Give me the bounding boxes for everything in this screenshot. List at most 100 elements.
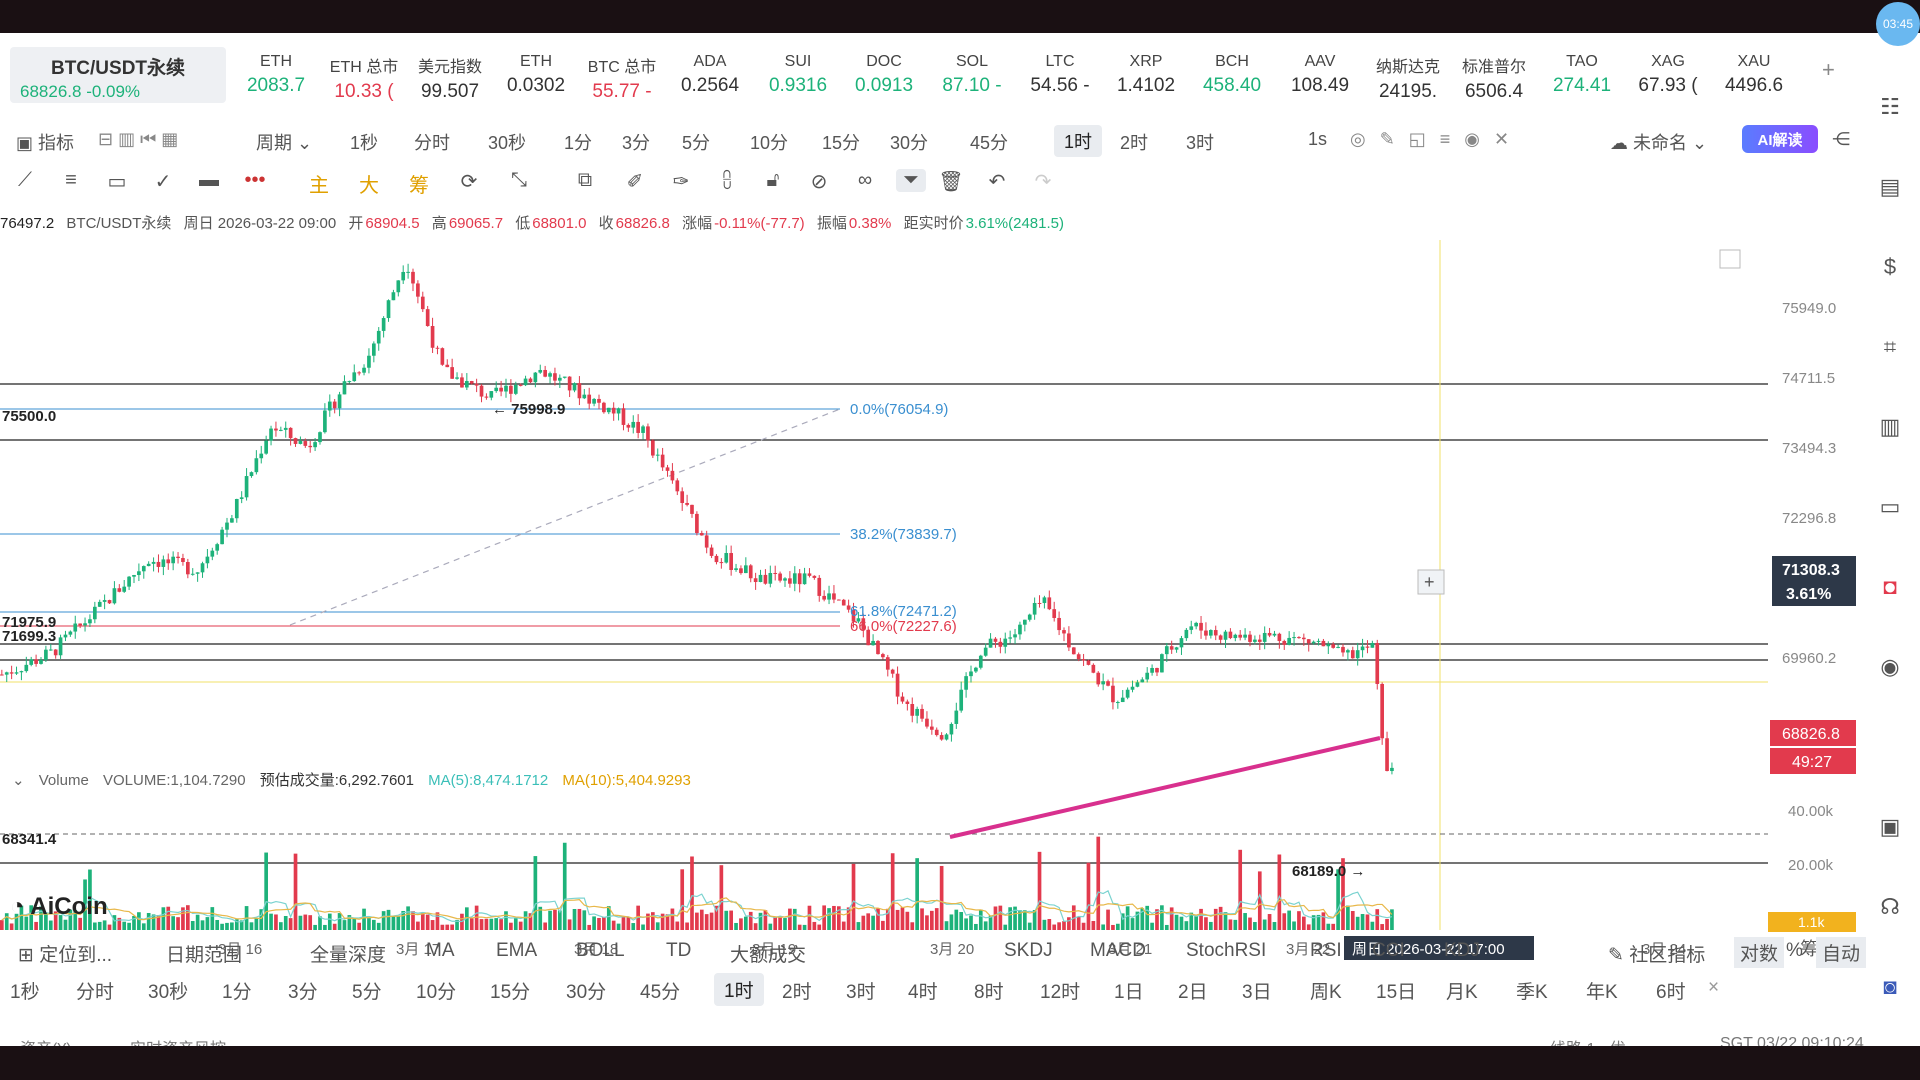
measure-icon[interactable]: ⤡ (511, 169, 527, 191)
share-icon[interactable]: ⋲ (1832, 129, 1850, 149)
copy-icon[interactable]: ⧉ (577, 169, 593, 191)
period-row-18[interactable]: 3日 (1242, 982, 1272, 1003)
period-9[interactable]: 45分 (970, 133, 1009, 153)
percent-scale-toggle[interactable]: % (1786, 940, 1803, 961)
period-row-21[interactable]: 月K (1446, 982, 1478, 1003)
ticker-2[interactable]: 美元指数 99.507 (408, 53, 492, 103)
oscillator-3[interactable]: RSI (1310, 940, 1342, 961)
period-4[interactable]: 3分 (622, 133, 651, 153)
period-12[interactable]: 3时 (1186, 133, 1215, 153)
overlay-indicator-4[interactable]: TD (666, 940, 692, 961)
ticker-14[interactable]: 标准普尔 6506.4 (1452, 53, 1536, 103)
volume-collapse-icon[interactable]: ⌄ (12, 772, 25, 789)
main-overlay-button[interactable]: 主 (309, 175, 329, 197)
assistant-icon[interactable]: ◙ (1883, 974, 1897, 999)
add-ticker-icon[interactable]: + (1822, 57, 1835, 82)
chip-button[interactable]: 筹 (409, 175, 429, 197)
auto-scale-toggle[interactable]: 自动 (1816, 937, 1867, 968)
eraser-icon[interactable]: ✑ (672, 171, 690, 193)
period-row-8[interactable]: 30分 (566, 982, 607, 1003)
redo-icon[interactable]: ↷ (1034, 171, 1052, 193)
close-period-icon[interactable]: × (1708, 977, 1720, 998)
ticker-17[interactable]: XAU 4496.6 (1712, 53, 1796, 97)
period-row-11[interactable]: 2时 (782, 982, 812, 1003)
period-row-2[interactable]: 30秒 (148, 982, 189, 1003)
period-row-6[interactable]: 10分 (416, 982, 457, 1003)
indicator-button[interactable]: ▣ 指标 (16, 133, 75, 153)
ticker-4[interactable]: BTC 总市 55.77 - (580, 53, 664, 103)
big-order-button[interactable]: 大 (359, 175, 379, 197)
ticker-6[interactable]: SUI 0.9316 (756, 53, 840, 97)
period-row-19[interactable]: 周K (1310, 982, 1342, 1003)
ticker-3[interactable]: ETH 0.0302 (494, 53, 578, 97)
ticker-15[interactable]: TAO 274.41 (1540, 53, 1624, 97)
period-7[interactable]: 15分 (822, 133, 861, 153)
period-8[interactable]: 30分 (890, 133, 929, 153)
period-row-23[interactable]: 年K (1586, 982, 1618, 1003)
period-dropdown[interactable]: 周期 ⌄ (256, 133, 313, 153)
dots-tool-icon[interactable]: ••• (244, 169, 266, 191)
locate-button[interactable]: ⊞ 定位到... (18, 945, 113, 966)
period-row-20[interactable]: 15日 (1376, 982, 1417, 1003)
layout-name-dropdown[interactable]: ☁ 未命名 ⌄ (1610, 133, 1708, 153)
period-row-9[interactable]: 45分 (640, 982, 681, 1003)
overlay-indicator-0[interactable]: 全量深度 (310, 945, 387, 966)
bot-icon[interactable]: ◘ (1883, 574, 1897, 599)
filter-icon[interactable]: ⏷ (896, 169, 926, 192)
date-range-button[interactable]: 日期范围 (166, 945, 243, 966)
oscillator-5[interactable]: KDJ (1444, 940, 1480, 961)
depth-icon[interactable]: ⌗ (1883, 334, 1897, 359)
chart-tool-icons[interactable]: ◎✎◱≡◉✕ (1350, 129, 1524, 149)
period-row-10[interactable]: 1时 (714, 973, 764, 1006)
period-row-0[interactable]: 1秒 (10, 982, 40, 1003)
stats-icon[interactable]: ▥ (1879, 414, 1901, 439)
period-row-24[interactable]: 6时 (1656, 982, 1686, 1003)
hide-icon[interactable]: ⊘ (810, 171, 828, 193)
hlines-tool-icon[interactable]: ≡ (65, 169, 77, 191)
ticker-12[interactable]: AAV 108.49 (1278, 53, 1362, 97)
period-row-14[interactable]: 8时 (974, 982, 1004, 1003)
period-row-3[interactable]: 1分 (222, 982, 252, 1003)
period-row-7[interactable]: 15分 (490, 982, 531, 1003)
signal-icon[interactable]: ◉ (1880, 654, 1900, 679)
magnet-icon[interactable]: ⩉ (722, 169, 732, 191)
ticker-0[interactable]: ETH 2083.7 (234, 53, 318, 97)
ticker-5[interactable]: ADA 0.2564 (668, 53, 752, 97)
undo-icon[interactable]: ↶ (988, 171, 1006, 193)
ticker-8[interactable]: SOL 87.10 - (930, 53, 1014, 97)
ray-tool-icon[interactable]: ▬ (199, 169, 219, 191)
period-row-1[interactable]: 分时 (76, 982, 115, 1003)
layout-icons[interactable]: ⊟ ▥ ⏮ ▦ (98, 129, 179, 149)
one-second-button[interactable]: 1s (1308, 129, 1328, 149)
log-scale-toggle[interactable]: 对数 (1734, 937, 1785, 968)
oscillator-0[interactable]: SKDJ (1004, 940, 1053, 961)
ticker-13[interactable]: 纳斯达克 24195. (1366, 53, 1450, 103)
etf-icon[interactable]: ▭ (1879, 494, 1901, 519)
rect-tool-icon[interactable]: ▭ (107, 171, 127, 193)
trash-icon[interactable]: 🗑︎ (938, 171, 964, 193)
ticker-11[interactable]: BCH 458.40 (1190, 53, 1274, 97)
overlay-indicator-3[interactable]: BOLL (576, 940, 625, 961)
period-5[interactable]: 5分 (682, 133, 711, 153)
lock-icon[interactable]: 🔓︎ (766, 169, 780, 191)
period-row-12[interactable]: 3时 (846, 982, 876, 1003)
period-10[interactable]: 1时 (1054, 125, 1103, 157)
orderbook-icon[interactable]: ▤ (1879, 174, 1901, 199)
price-chart[interactable]: 0.0%(76054.9) 38.2%(73839.7) 61.8%(72471… (0, 170, 1860, 960)
period-row-13[interactable]: 4时 (908, 982, 938, 1003)
oscillator-4[interactable]: CCI (1372, 940, 1405, 961)
period-row-5[interactable]: 5分 (352, 982, 382, 1003)
oscillator-1[interactable]: MACD (1090, 940, 1146, 961)
ticker-9[interactable]: LTC 54.56 - (1018, 53, 1102, 97)
community-indicators[interactable]: ✎ 社区指标 (1608, 945, 1706, 966)
ticker-16[interactable]: XAG 67.93 ( (1626, 53, 1710, 97)
ruler-icon[interactable]: ✐ (626, 171, 644, 193)
ai-interpret-button[interactable]: AI解读 (1742, 125, 1818, 153)
period-0[interactable]: 1秒 (350, 133, 379, 153)
period-row-17[interactable]: 2日 (1178, 982, 1208, 1003)
brush-tool-icon[interactable]: ✓ (154, 171, 172, 193)
ticker-1[interactable]: ETH 总市 10.33 ( (322, 53, 406, 103)
period-row-22[interactable]: 季K (1516, 982, 1548, 1003)
ticker-10[interactable]: XRP 1.4102 (1104, 53, 1188, 97)
period-11[interactable]: 2时 (1120, 133, 1149, 153)
